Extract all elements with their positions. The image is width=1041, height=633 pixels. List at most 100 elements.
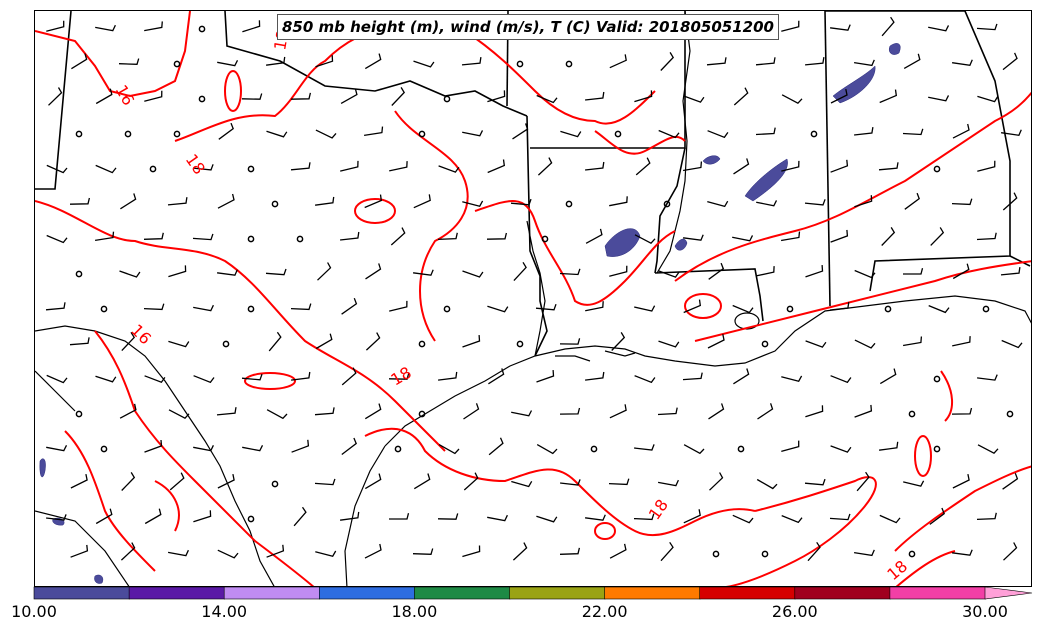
wind-barb xyxy=(511,410,533,417)
wind-barb xyxy=(683,95,705,103)
wind-barb xyxy=(266,409,288,420)
wind-barb xyxy=(364,473,382,490)
wind-barb xyxy=(1003,542,1018,561)
wind-barb xyxy=(609,404,627,419)
calm-wind-circle xyxy=(810,130,818,138)
wind-barb xyxy=(585,301,604,312)
calm-wind-circle xyxy=(247,305,255,313)
wind-barb xyxy=(218,122,234,140)
wind-barb xyxy=(634,305,656,312)
wind-barb xyxy=(732,304,754,314)
contour-label: 18 xyxy=(388,363,415,390)
wind-barb xyxy=(682,372,703,381)
wind-barb xyxy=(952,59,973,67)
wind-barb xyxy=(217,60,239,67)
wind-barb xyxy=(46,514,67,521)
wind-barb xyxy=(70,544,89,558)
state-borders xyxy=(35,11,1031,357)
calm-wind-circle xyxy=(222,340,230,348)
wind-barb xyxy=(928,25,950,32)
wind-barb xyxy=(755,127,776,136)
wind-barb xyxy=(853,549,875,557)
colorbar-segments xyxy=(33,586,1033,600)
wind-barb xyxy=(976,232,997,241)
wind-barb xyxy=(952,263,970,280)
calm-wind-circle xyxy=(884,305,892,313)
wind-barb xyxy=(463,472,479,491)
wind-barb xyxy=(513,261,527,282)
wind-barb xyxy=(608,478,630,486)
wind-barb xyxy=(192,164,214,171)
wind-barb xyxy=(412,548,434,555)
wind-barb xyxy=(437,513,459,520)
wind-barb xyxy=(707,130,729,139)
wind-barb xyxy=(609,265,628,277)
wind-barb xyxy=(121,331,136,352)
wind-barb xyxy=(217,473,235,489)
colorbar-tick-label: 10.00 xyxy=(11,602,57,621)
wind-barb xyxy=(340,231,360,241)
wind-barb xyxy=(364,53,382,70)
wind-barb xyxy=(952,123,970,139)
calm-wind-circle xyxy=(100,305,108,313)
wind-barb xyxy=(119,270,141,278)
wind-barb xyxy=(487,514,508,522)
colorbar-tick-label: 18.00 xyxy=(391,602,438,621)
wind-barb xyxy=(830,159,849,173)
colorbar-segment xyxy=(223,586,321,600)
wind-barb xyxy=(805,56,825,66)
calm-wind-circle xyxy=(124,130,132,138)
wind-barb xyxy=(317,262,332,281)
wind-barb xyxy=(585,371,605,381)
wind-barb xyxy=(830,24,851,31)
wind-barb xyxy=(94,231,115,242)
wind-barb xyxy=(1002,192,1018,211)
calm-wind-circle xyxy=(173,130,181,138)
wind-barb xyxy=(879,514,901,524)
wind-barb xyxy=(635,157,651,176)
wind-barb xyxy=(364,194,383,209)
wind-barb xyxy=(314,407,335,416)
colorbar-segment xyxy=(699,586,796,600)
wind-barb xyxy=(952,473,970,489)
wind-barb xyxy=(1002,472,1019,490)
wind-barb xyxy=(829,513,851,521)
wind-barb xyxy=(291,439,310,453)
wind-barb xyxy=(660,541,674,562)
wind-barb xyxy=(266,130,288,138)
wind-barb xyxy=(95,24,116,32)
wind-barb xyxy=(928,304,950,314)
calm-wind-circle xyxy=(100,445,108,453)
colorbar-segment xyxy=(414,586,511,600)
wind-barb xyxy=(708,262,725,280)
wind-barb xyxy=(144,21,163,32)
wind-barb xyxy=(585,91,605,101)
wind-barb xyxy=(536,444,558,455)
wind-barb xyxy=(341,437,357,456)
contour-label: 16 xyxy=(127,320,155,348)
wind-barb xyxy=(512,542,528,561)
wind-barb xyxy=(853,59,875,67)
calm-wind-circle xyxy=(418,130,426,138)
coastline xyxy=(35,11,1031,586)
wind-barb xyxy=(854,269,876,279)
wind-barb xyxy=(952,336,971,347)
wind-barb xyxy=(462,270,484,278)
wind-barb xyxy=(290,303,312,311)
colorbar-tick-label: 26.00 xyxy=(771,602,818,621)
calm-wind-circle xyxy=(933,445,941,453)
wind-barb xyxy=(488,437,504,456)
wind-barb xyxy=(388,373,410,380)
wind-barb xyxy=(756,266,775,277)
calm-wind-circle xyxy=(173,60,181,68)
wind-barb xyxy=(315,550,337,557)
calm-wind-circle xyxy=(247,515,255,523)
wind-barb xyxy=(732,514,754,524)
shaded-regions xyxy=(39,43,901,584)
calm-wind-circle xyxy=(933,375,941,383)
wind-barb xyxy=(266,56,286,66)
wind-barb xyxy=(609,543,627,559)
wind-barb xyxy=(167,549,189,557)
wind-barb xyxy=(290,162,311,171)
wind-barb xyxy=(683,444,705,455)
